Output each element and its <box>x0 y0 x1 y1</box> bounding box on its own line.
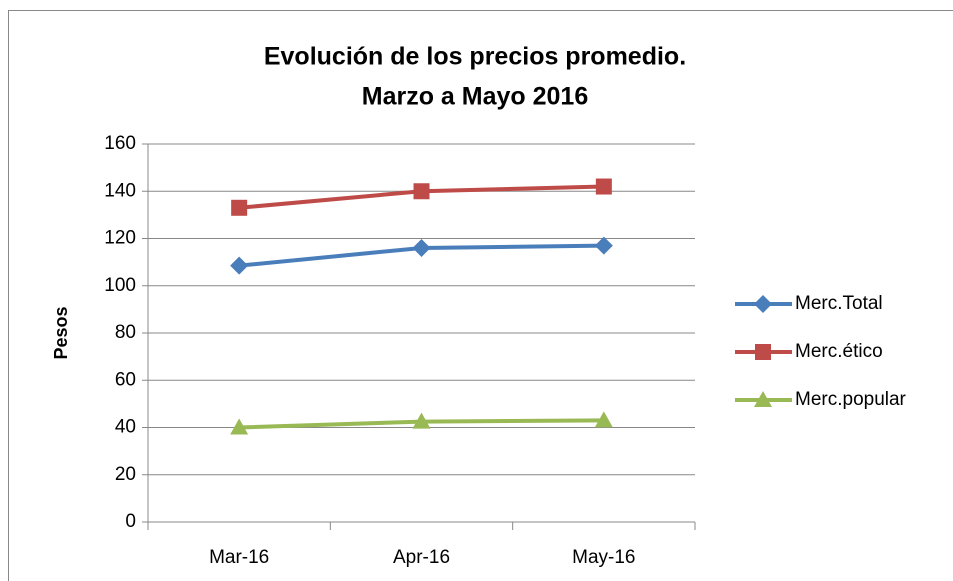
marker <box>412 412 431 429</box>
legend-label: Merc.ético <box>795 341 883 362</box>
y-tick-label: 100 <box>104 275 136 296</box>
y-tick-label: 160 <box>104 133 136 154</box>
chart-title: Marzo a Mayo 2016 <box>362 83 589 111</box>
legend-label: Merc.Total <box>795 293 883 314</box>
chart-title: Evolución de los precios promedio. <box>264 43 686 71</box>
legend-label: Merc.popular <box>795 389 907 410</box>
y-tick-label: 60 <box>115 369 136 390</box>
y-tick-label: 140 <box>104 180 136 201</box>
marker <box>594 236 613 255</box>
marker <box>754 295 772 313</box>
y-tick-label: 20 <box>115 464 136 485</box>
chart-frame <box>8 10 953 581</box>
marker <box>755 344 771 360</box>
marker <box>594 411 613 428</box>
x-tick-label: Apr-16 <box>393 547 450 568</box>
x-tick-label: May-16 <box>572 547 635 568</box>
marker <box>412 238 431 257</box>
marker <box>754 391 772 407</box>
marker <box>230 418 249 435</box>
y-tick-label: 40 <box>115 417 136 438</box>
marker <box>413 183 430 200</box>
y-tick-label: 120 <box>104 228 136 249</box>
marker <box>595 178 612 195</box>
y-axis-label: Pesos <box>51 306 71 359</box>
y-tick-label: 0 <box>125 511 136 532</box>
marker <box>230 256 249 275</box>
marker <box>231 199 248 216</box>
x-tick-label: Mar-16 <box>209 547 269 568</box>
y-tick-label: 80 <box>115 322 136 343</box>
